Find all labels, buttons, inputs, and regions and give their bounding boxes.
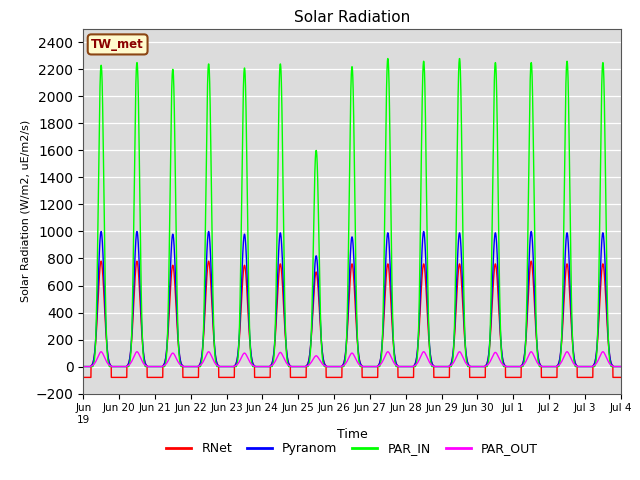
RNet	[503, 374, 511, 380]
PAR_OUT	[503, 364, 511, 370]
PAR_IN	[456, 56, 463, 61]
PAR_IN	[472, 364, 480, 370]
RNet	[79, 374, 87, 380]
X-axis label: Time: Time	[337, 428, 367, 441]
PAR_OUT	[176, 361, 184, 367]
Pyranom	[443, 364, 451, 370]
PAR_IN	[443, 364, 451, 370]
RNet	[472, 374, 480, 380]
PAR_OUT	[616, 364, 624, 370]
Pyranom	[332, 364, 340, 370]
Pyranom	[472, 364, 480, 370]
PAR_OUT	[472, 364, 480, 370]
Pyranom	[79, 364, 87, 370]
RNet	[332, 374, 340, 380]
PAR_IN	[617, 364, 625, 370]
RNet	[97, 258, 105, 264]
Pyranom	[503, 364, 511, 370]
PAR_OUT	[332, 364, 340, 370]
PAR_OUT	[443, 364, 451, 370]
Pyranom	[617, 364, 625, 370]
Line: Pyranom: Pyranom	[83, 231, 621, 367]
Pyranom	[97, 228, 105, 234]
Line: PAR_OUT: PAR_OUT	[83, 352, 621, 367]
PAR_OUT	[97, 349, 105, 355]
PAR_IN	[503, 364, 511, 370]
Text: TW_met: TW_met	[92, 38, 144, 51]
RNet	[617, 374, 625, 380]
Pyranom	[616, 364, 624, 370]
Pyranom	[176, 355, 184, 361]
Line: PAR_IN: PAR_IN	[83, 59, 621, 367]
Legend: RNet, Pyranom, PAR_IN, PAR_OUT: RNet, Pyranom, PAR_IN, PAR_OUT	[161, 437, 543, 460]
PAR_OUT	[79, 364, 87, 370]
Y-axis label: Solar Radiation (W/m2, uE/m2/s): Solar Radiation (W/m2, uE/m2/s)	[20, 120, 30, 302]
PAR_OUT	[617, 364, 625, 370]
PAR_IN	[616, 364, 624, 370]
Line: RNet: RNet	[83, 261, 621, 377]
PAR_IN	[332, 364, 340, 370]
RNet	[616, 374, 624, 380]
RNet	[443, 374, 451, 380]
Title: Solar Radiation: Solar Radiation	[294, 10, 410, 25]
PAR_IN	[79, 364, 87, 370]
RNet	[176, 356, 184, 361]
PAR_IN	[176, 359, 184, 365]
